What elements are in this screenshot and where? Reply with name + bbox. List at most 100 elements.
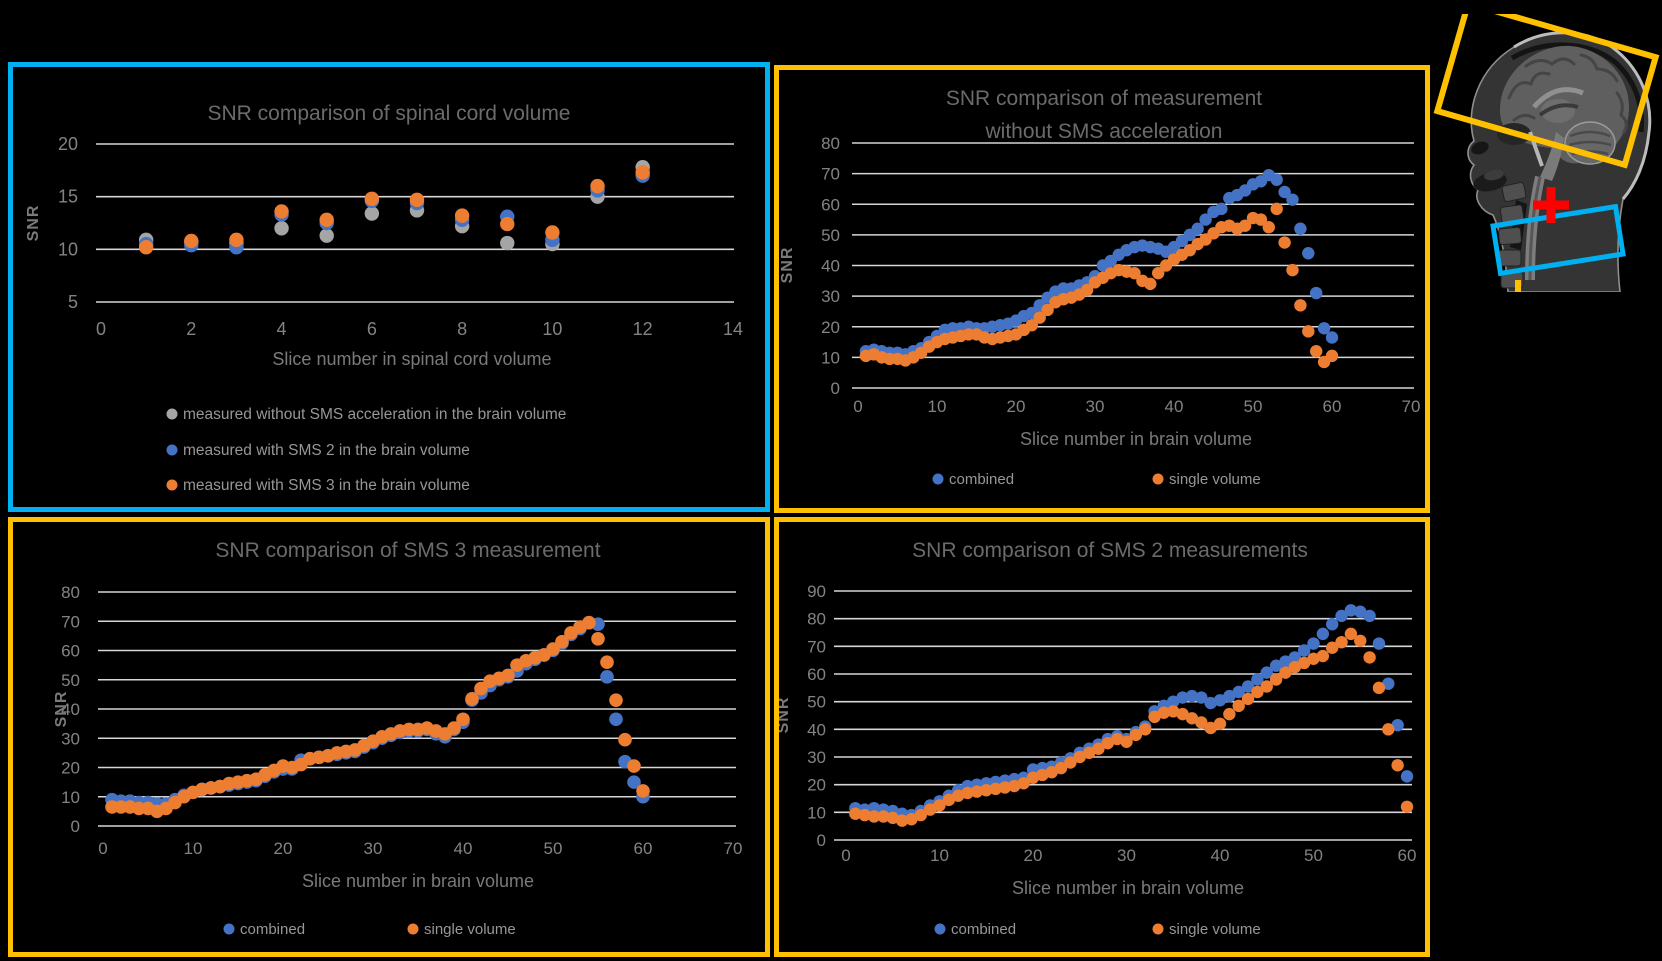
- y-tick-label: 70: [807, 637, 826, 656]
- y-tick-label: 80: [821, 134, 840, 153]
- x-tick-label: 70: [724, 839, 743, 858]
- panel-sms3-chart: 80 70 60 50 40 30 20 10 0 0 10 20 30 40 50 60 70 SNR comp…: [8, 517, 770, 957]
- legend-label: single volume: [1169, 921, 1261, 938]
- y-tick-label: 70: [61, 612, 80, 631]
- x-tick-label: 60: [1398, 846, 1417, 865]
- x-tick-label: 6: [367, 319, 377, 339]
- y-tick-labels: 80 70 60 50 40 30 20 10 0: [821, 134, 840, 398]
- x-tick-label: 70: [1402, 397, 1421, 416]
- x-tick-label: 10: [542, 319, 562, 339]
- legend-label: combined: [951, 921, 1016, 938]
- y-tick-label: 60: [821, 195, 840, 214]
- x-tick-label: 14: [723, 319, 743, 339]
- y-tick-label: 30: [821, 287, 840, 306]
- legend-label: single volume: [424, 921, 516, 938]
- legend-item-measured-with-sms-2-in-the-brain-volume: measured with SMS 2 in the brain volume: [166, 442, 470, 459]
- x-tick-label: 10: [930, 846, 949, 865]
- legend-item-measured-with-sms-3-in-the-brain-volume: measured with SMS 3 in the brain volume: [166, 477, 470, 494]
- series-points-single-volume: [859, 202, 1339, 369]
- y-tick-labels: 20 15 10 5: [58, 134, 78, 312]
- series-points-measured-with-sms-3-in-the-brain-volume: [138, 165, 650, 255]
- x-tick-label: 10: [184, 839, 203, 858]
- x-tick-label: 50: [1304, 846, 1323, 865]
- y-tick-label: 50: [821, 226, 840, 245]
- y-tick-label: 0: [831, 379, 840, 398]
- legend-label: combined: [240, 921, 305, 938]
- corpus-callosum: [1532, 87, 1584, 109]
- x-tick-label: 20: [1024, 846, 1043, 865]
- legend-item-combined: combined: [932, 471, 1014, 488]
- x-tick-label: 50: [1244, 397, 1263, 416]
- legend-label: single volume: [1169, 471, 1261, 488]
- legend-marker: [1152, 923, 1164, 935]
- legend-marker: [934, 923, 946, 935]
- isocenter-cross-marker: [1533, 187, 1569, 223]
- y-tick-label: 80: [61, 583, 80, 602]
- x-tick-label: 60: [1323, 397, 1342, 416]
- mri-sagittal-head: [1430, 0, 1662, 293]
- x-tick-label: 0: [853, 397, 862, 416]
- svg-text:SNR comparison of measurement: SNR comparison of measurement: [946, 87, 1262, 110]
- chart-title: SNR comparison of measurement without SMS…: [946, 87, 1262, 143]
- legend-item-single-volume: single volume: [1152, 471, 1261, 488]
- legend-marker: [166, 408, 178, 420]
- y-tick-labels: 90 80 70 60 50 40 30 20 10 0: [807, 582, 826, 850]
- y-tick-labels: 80 70 60 50 40 30 20 10 0: [61, 583, 80, 836]
- y-tick-label: 20: [58, 134, 78, 154]
- x-tick-label: 60: [634, 839, 653, 858]
- chart-title: SNR comparison of SMS 2 measurements: [912, 539, 1308, 562]
- legend-item-single-volume: single volume: [407, 921, 516, 938]
- x-tick-label: 30: [1086, 397, 1105, 416]
- x-tick-label: 30: [364, 839, 383, 858]
- y-tick-label: 60: [807, 665, 826, 684]
- x-tick-label: 2: [186, 319, 196, 339]
- legend-item-measured-without-sms-acceleration-in-the-brain-volume: measured without SMS acceleration in the…: [166, 406, 566, 423]
- y-axis-title: SNR: [25, 205, 42, 242]
- legend: combined single volume: [223, 921, 516, 938]
- y-axis-title: SNR: [775, 697, 792, 734]
- panel-spinal-cord-chart: 20 15 10 5 0 2 4 6 8 10 12 14 SNR comparison of spin…: [8, 62, 770, 512]
- y-tick-label: 30: [807, 748, 826, 767]
- x-tick-label: 4: [277, 319, 287, 339]
- y-tick-label: 50: [61, 671, 80, 690]
- gridlines: [96, 143, 734, 303]
- legend-marker: [223, 923, 235, 935]
- x-axis-title: Slice number in brain volume: [1020, 429, 1252, 449]
- x-tick-label: 0: [96, 319, 106, 339]
- series-points-measured-without-sms-acceleration-in-the-brain-volume: [138, 159, 650, 252]
- chart-spinal-cord: 20 15 10 50 2 4 6 8 10 12 14 SNR comparison of spin…: [25, 102, 743, 494]
- legend: combined single volume: [934, 921, 1261, 938]
- legend-label: measured with SMS 3 in the brain volume: [183, 477, 470, 494]
- legend-label: measured without SMS acceleration in the…: [183, 406, 566, 423]
- legend-label: measured with SMS 2 in the brain volume: [183, 442, 470, 459]
- y-tick-label: 40: [61, 700, 80, 719]
- chart-sms3: 80 70 60 50 40 30 20 10 00 10 20 30 40 50 60 70 SNR comp…: [53, 539, 742, 938]
- y-tick-label: 90: [807, 582, 826, 601]
- x-tick-label: 40: [1165, 397, 1184, 416]
- y-tick-label: 15: [58, 187, 78, 207]
- panel-no-sms-chart: 80 70 60 50 40 30 20 10 0 0 10 20 30 40 50 60 70 SNR comp…: [774, 65, 1430, 513]
- series-points-measured-with-sms-2-in-the-brain-volume: [138, 168, 650, 255]
- panel-sms2-chart: 90 80 70 60 50 40 30 20 10 0 0 10 20 30 40 50 60 SNR comp…: [774, 517, 1430, 957]
- y-axis-title: SNR: [779, 247, 796, 284]
- x-tick-labels: 0 10 20 30 40 50 60 70: [98, 839, 742, 858]
- x-tick-label: 20: [1007, 397, 1026, 416]
- legend-label: combined: [949, 471, 1014, 488]
- series-points-combined: [849, 604, 1414, 822]
- svg-text:SNR comparison of SMS 2 measur: SNR comparison of SMS 2 measurements: [912, 539, 1308, 562]
- y-tick-label: 20: [61, 759, 80, 778]
- x-tick-labels: 0 2 4 6 8 10 12 14: [96, 319, 743, 339]
- series-points-single-volume: [849, 627, 1414, 827]
- legend-marker: [166, 479, 178, 491]
- y-tick-label: 0: [71, 817, 80, 836]
- legend-marker: [166, 444, 178, 456]
- y-tick-label: 10: [807, 803, 826, 822]
- legend: combined single volume: [932, 471, 1261, 488]
- chart-sms2: 90 80 70 60 50 40 30 20 10 00 10 20 30 40 50 60 SNR comp…: [775, 539, 1417, 938]
- y-tick-label: 20: [821, 318, 840, 337]
- brain-roi-box: [1433, 0, 1660, 169]
- y-tick-label: 70: [821, 165, 840, 184]
- x-axis-title: Slice number in brain volume: [1012, 878, 1244, 898]
- y-tick-label: 60: [61, 642, 80, 661]
